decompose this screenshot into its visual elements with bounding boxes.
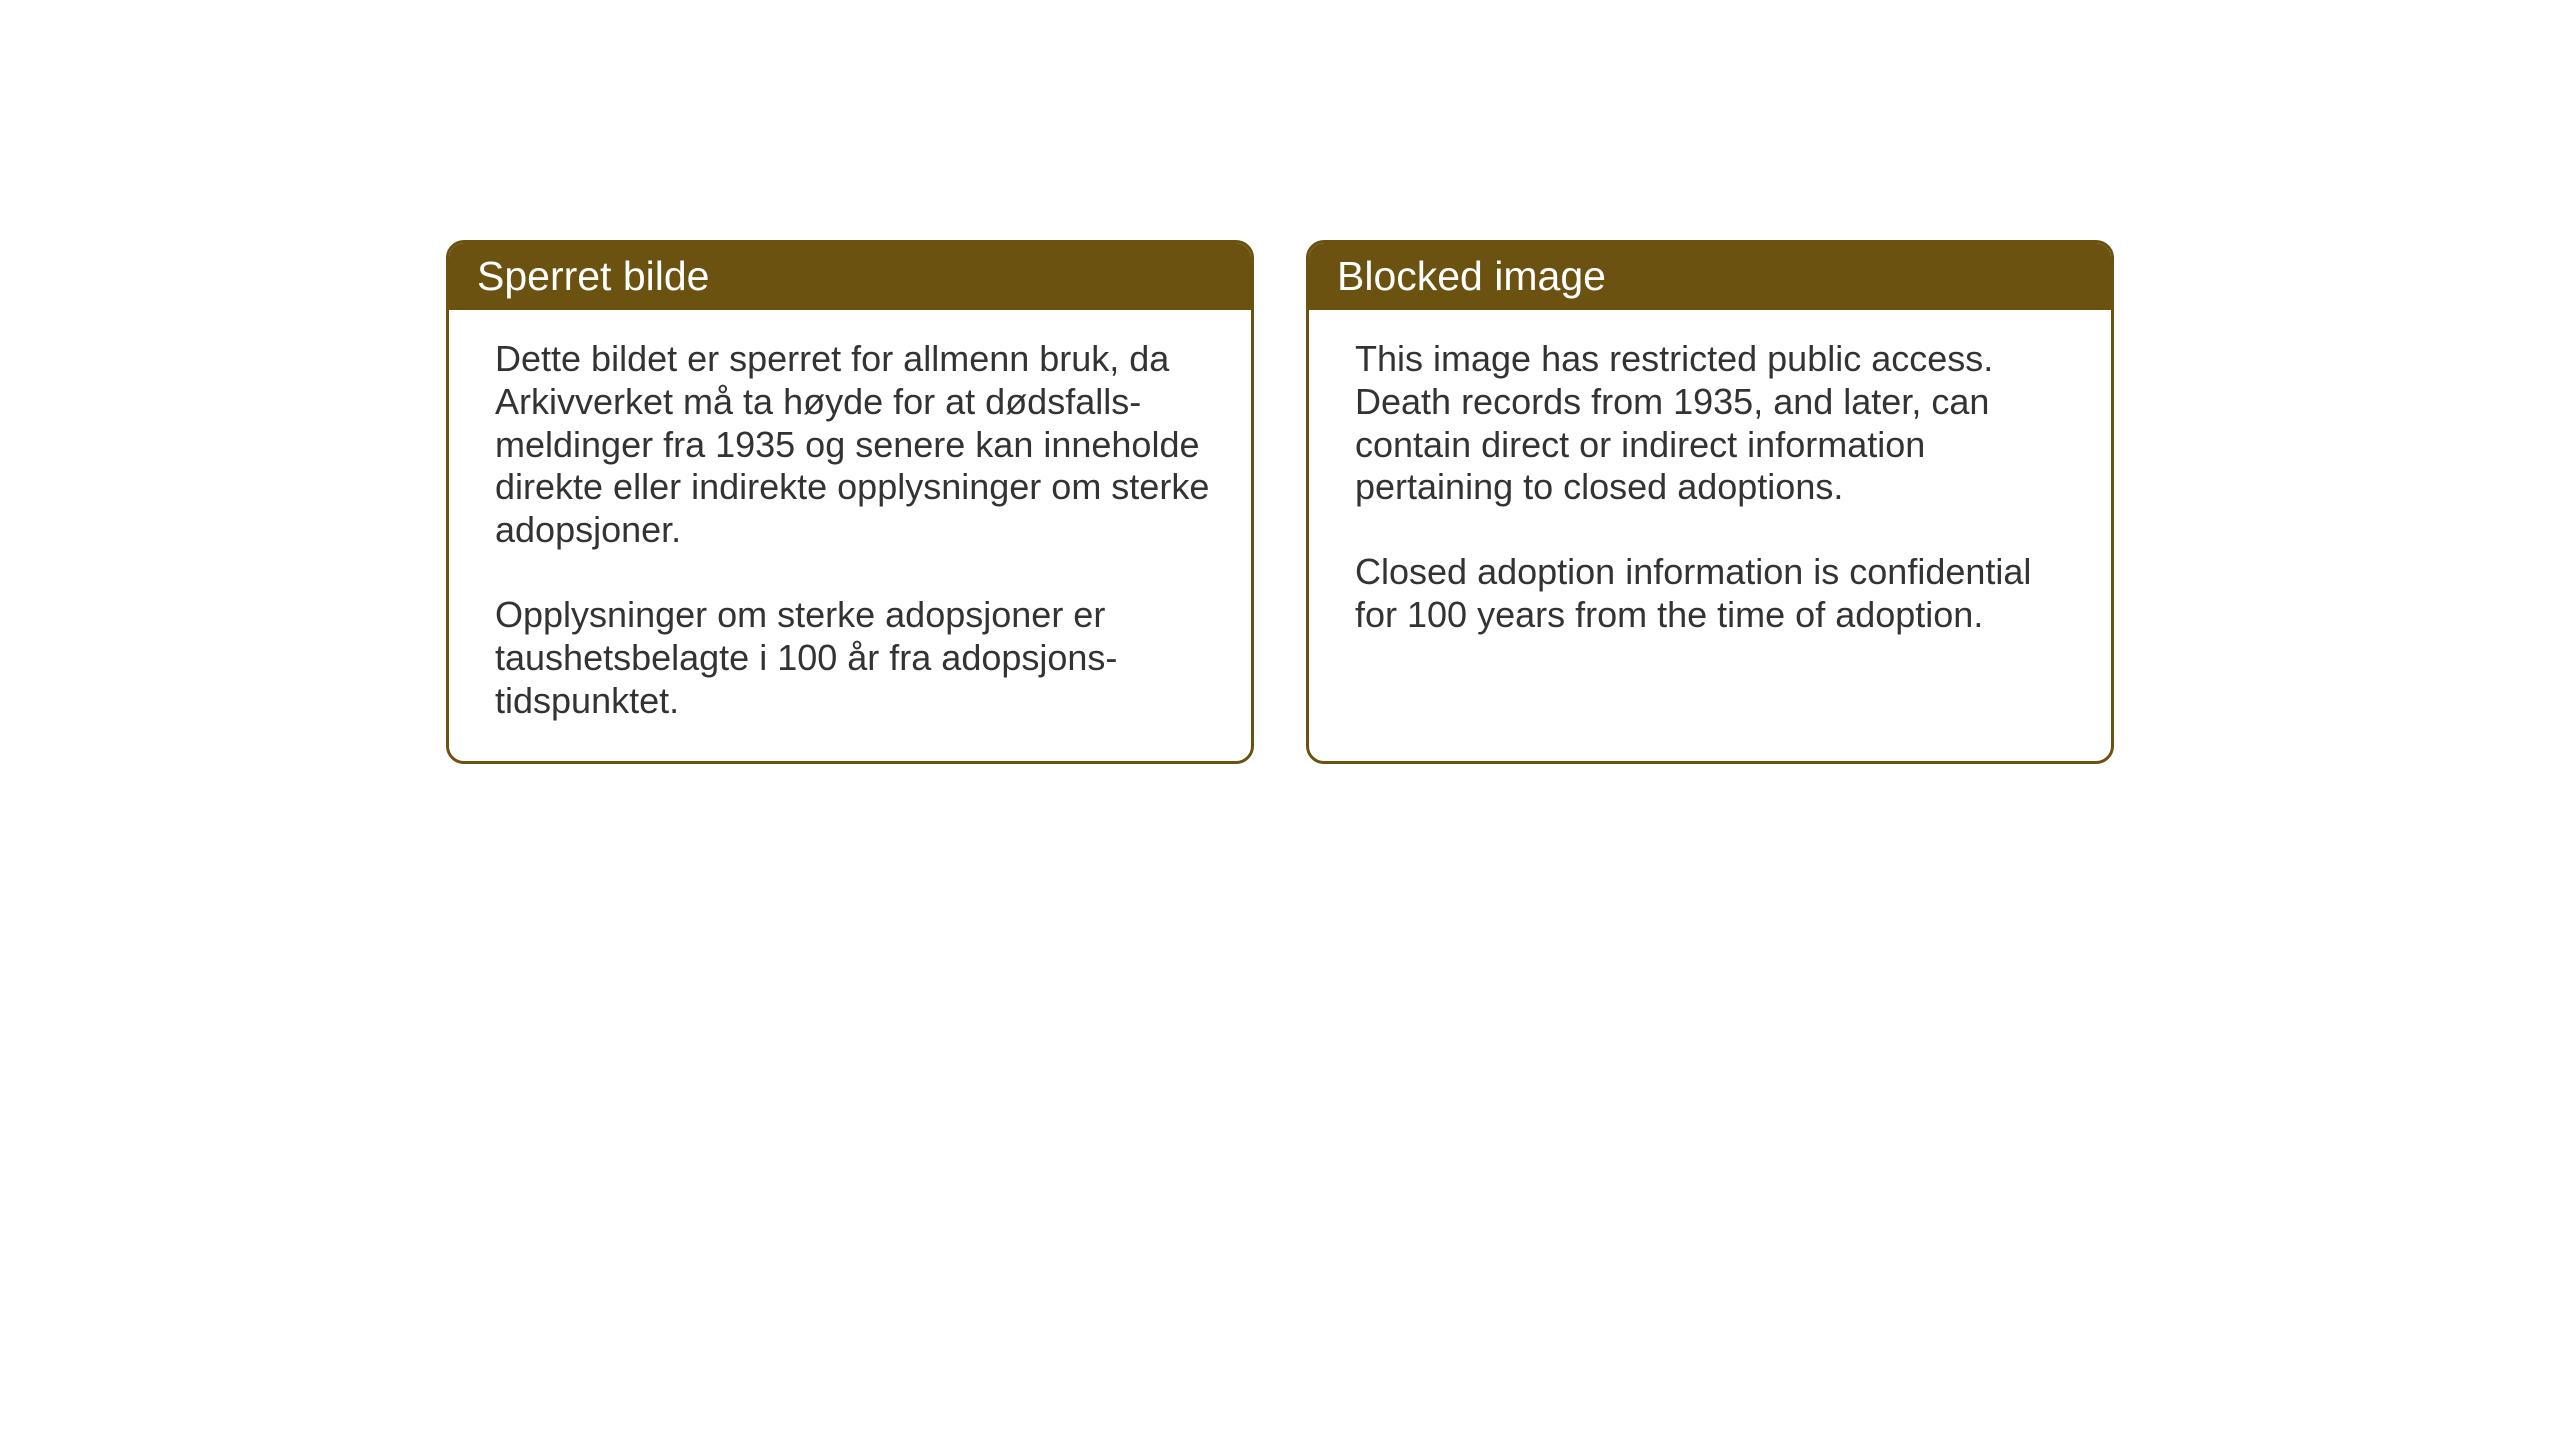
english-card-title: Blocked image — [1309, 243, 2111, 310]
norwegian-paragraph-1: Dette bildet er sperret for allmenn bruk… — [495, 338, 1221, 552]
english-paragraph-1: This image has restricted public access.… — [1355, 338, 2081, 509]
norwegian-notice-card: Sperret bilde Dette bildet er sperret fo… — [446, 240, 1254, 764]
norwegian-paragraph-2: Opplysninger om sterke adopsjoner er tau… — [495, 594, 1221, 722]
notice-cards-container: Sperret bilde Dette bildet er sperret fo… — [446, 240, 2114, 764]
english-notice-card: Blocked image This image has restricted … — [1306, 240, 2114, 764]
norwegian-card-title: Sperret bilde — [449, 243, 1251, 310]
english-paragraph-2: Closed adoption information is confident… — [1355, 551, 2081, 637]
english-card-body: This image has restricted public access.… — [1309, 310, 2111, 675]
norwegian-card-body: Dette bildet er sperret for allmenn bruk… — [449, 310, 1251, 761]
